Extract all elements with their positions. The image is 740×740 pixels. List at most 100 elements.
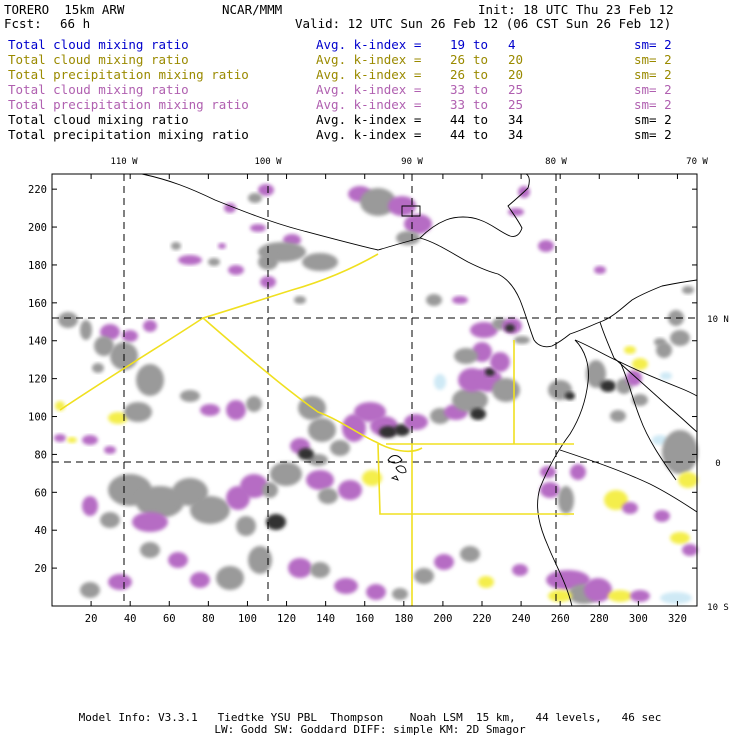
cloud-patch [136, 486, 184, 518]
legend-to-word: to [473, 67, 489, 82]
cloud-patch [485, 368, 495, 376]
cloud-patch [570, 464, 586, 480]
legend-to: 20 [508, 52, 524, 67]
domain-boxes [59, 253, 574, 606]
cloud-patch [122, 330, 138, 342]
x-tick-label: 140 [316, 613, 335, 625]
cloud-patch [454, 348, 478, 364]
physics-info: LW: Godd SW: Goddard DIFF: simple KM: 2D… [214, 723, 526, 736]
weather-map: 110 W 100 W 90 W 80 W 70 W 10 N 0 10 S 20 40 60 80 1… [28, 157, 729, 625]
x-tick-label: 20 [85, 613, 98, 625]
cloud-patch [248, 193, 262, 203]
cloud-patch [632, 394, 648, 406]
cloud-patch [460, 546, 480, 562]
legend-sm: sm= 2 [634, 97, 672, 112]
x-tick-label: 200 [433, 613, 452, 625]
cloud-patch [228, 265, 244, 275]
legend-to: 25 [508, 82, 524, 97]
legend-sm: sm= 2 [634, 112, 672, 127]
legend-row: Total precipitation mixing ratio Avg. k-i… [0, 67, 740, 82]
cloud-patch [266, 514, 286, 530]
legend-row: Total cloud mixing ratio Avg. k-index = 33… [0, 82, 740, 97]
cloud-patch [298, 448, 314, 460]
cloud-patch [366, 584, 386, 600]
legend-from: 33 [450, 82, 466, 97]
x-tick-label: 100 [238, 613, 257, 625]
cloud-patch [82, 435, 98, 445]
cloud-patch [404, 414, 428, 430]
longitude-label: 100 W [254, 157, 282, 167]
cloud-patch [434, 374, 446, 390]
cloud-patch [338, 480, 362, 500]
cloud-patch [678, 472, 698, 488]
plot-border [51, 173, 698, 607]
cloud-patch [558, 486, 574, 514]
cloud-patch [208, 258, 220, 266]
cloud-patch [540, 482, 560, 498]
cloud-patch [505, 324, 515, 332]
cloud-patch [608, 590, 632, 602]
cloud-patch [240, 474, 268, 498]
legend-to-word: to [473, 127, 489, 142]
cloud-patch [600, 380, 616, 392]
legend-to-word: to [473, 112, 489, 127]
cloud-patch [132, 512, 168, 532]
cloud-patch [624, 346, 636, 354]
cloud-patch [654, 510, 670, 522]
cloud-patch [302, 253, 338, 271]
model-info: Model Info: V3.3.1 Tiedtke YSU PBL Thomp… [78, 711, 662, 724]
cloud-patch [80, 320, 92, 340]
center-name: NCAR/MMM [222, 2, 283, 17]
cloud-patch [565, 392, 575, 400]
x-tick-label: 40 [124, 613, 137, 625]
valid-time: Valid: 12 UTC Sun 26 Feb 12 (06 CST Sun … [295, 16, 672, 31]
cloud-patch [414, 568, 434, 584]
legend-kidx: Avg. k-index = [316, 52, 422, 67]
cloud-patch [660, 592, 692, 604]
cloud-patch [594, 266, 606, 274]
cloud-patch [248, 546, 272, 574]
cloud-patch [308, 454, 328, 466]
legend-to-word: to [473, 82, 489, 97]
legend-sm: sm= 2 [634, 82, 672, 97]
x-tick-label: 120 [277, 613, 296, 625]
cloud-patch [224, 203, 236, 213]
x-tick-label: 60 [163, 613, 176, 625]
forecast-label: Fcst: [4, 16, 42, 31]
y-tick-label: 40 [34, 525, 47, 537]
cloud-patch [362, 470, 382, 486]
legend-to-word: to [473, 52, 489, 67]
x-tick-label: 260 [551, 613, 570, 625]
cloud-patch [682, 286, 694, 294]
cloud-patch [100, 512, 120, 528]
legend-kidx: Avg. k-index = [316, 112, 422, 127]
cloud-patch [434, 554, 454, 570]
latitude-label: 10 N [707, 315, 729, 325]
cloud-patch [660, 372, 672, 380]
legend-row: Total cloud mixing ratio Avg. k-index = 19… [0, 37, 740, 52]
cloud-patch [622, 502, 638, 514]
y-tick-label: 180 [28, 260, 47, 272]
model-title: TORERO 15km ARW [4, 2, 125, 17]
legend-from: 26 [450, 67, 466, 82]
cloud-patch [512, 564, 528, 576]
cloud-patch [548, 590, 572, 602]
longitude-label: 110 W [110, 157, 138, 167]
forecast-hour: 66 h [60, 16, 91, 31]
cloud-patch [67, 437, 77, 443]
cloud-field [54, 184, 698, 604]
cloud-patch [306, 470, 334, 490]
cloud-patch [470, 408, 486, 420]
y-tick-label: 220 [28, 184, 47, 196]
coastline [141, 173, 698, 607]
y-tick-label: 60 [34, 487, 47, 499]
y-tick-label: 80 [34, 449, 47, 461]
cloud-patch [246, 396, 262, 412]
cloud-patch [108, 412, 128, 424]
cloud-patch [604, 490, 628, 510]
legend-from: 33 [450, 97, 466, 112]
legend-to: 20 [508, 67, 524, 82]
cloud-patch [216, 566, 244, 590]
cloud-patch [426, 294, 442, 306]
cloud-patch [308, 418, 336, 442]
